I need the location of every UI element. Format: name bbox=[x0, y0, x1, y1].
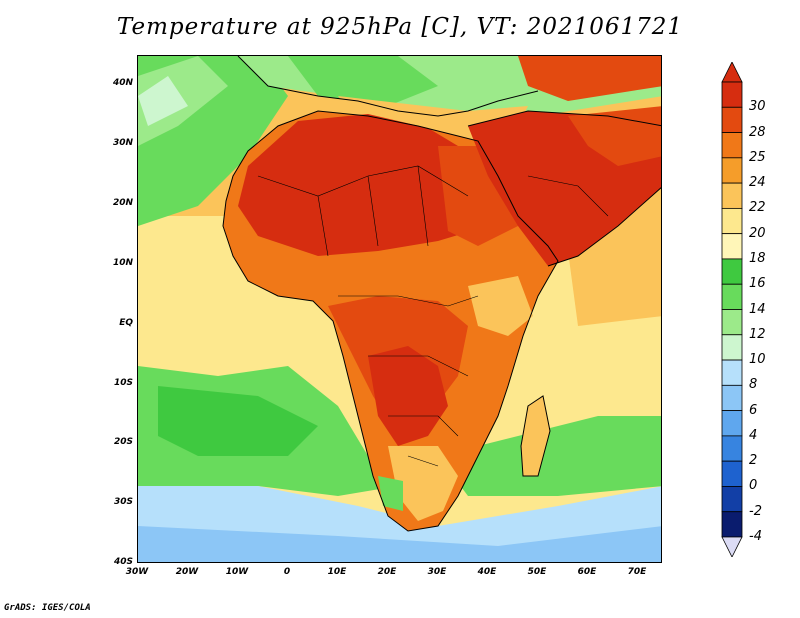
lon-label-70e: 70E bbox=[627, 567, 647, 577]
lon-label-20w: 20W bbox=[175, 567, 199, 577]
lon-label-50e: 50E bbox=[527, 567, 547, 577]
south-africa-cool bbox=[378, 476, 403, 511]
colorbar-swatch bbox=[721, 309, 743, 336]
colorbar-swatch bbox=[721, 207, 743, 235]
lat-label-20n: 20N bbox=[112, 198, 133, 208]
colorbar-label: 20 bbox=[749, 225, 766, 241]
colorbar-swatch bbox=[721, 157, 743, 184]
colorbar-label: 24 bbox=[749, 175, 766, 191]
colorbar-top-arrow bbox=[721, 62, 743, 83]
colorbar-swatch bbox=[721, 486, 743, 513]
colorbar-swatch bbox=[721, 106, 743, 133]
colorbar-bottom-arrow bbox=[721, 536, 743, 557]
indian-ocean-mild bbox=[488, 306, 661, 416]
lon-label-20e: 20E bbox=[377, 567, 397, 577]
middle-east-hot-north bbox=[518, 56, 661, 101]
southern-ocean-colder bbox=[138, 526, 661, 562]
colorbar-label: 14 bbox=[749, 301, 766, 317]
colorbar-swatch bbox=[721, 132, 743, 159]
colorbar-label: -4 bbox=[749, 529, 762, 544]
colorbar-label: 0 bbox=[749, 478, 758, 494]
colorbar bbox=[721, 62, 743, 557]
colorbar-label: 22 bbox=[749, 200, 766, 216]
colorbar-swatch bbox=[721, 182, 743, 209]
lat-label-20s: 20S bbox=[113, 437, 133, 447]
country-borders bbox=[257, 165, 609, 467]
southern-tropics-hot bbox=[368, 346, 448, 446]
temperature-map bbox=[137, 55, 662, 563]
colorbar-label: 25 bbox=[749, 149, 766, 165]
colorbar-swatch bbox=[721, 384, 743, 412]
colorbar-label: 18 bbox=[749, 250, 766, 266]
map-title: Temperature at 925hPa [C], VT: 202106172… bbox=[116, 14, 684, 40]
lon-label-0: 0 bbox=[283, 567, 291, 577]
lat-label-40n: 40N bbox=[112, 78, 133, 88]
colorbar-label: 12 bbox=[749, 326, 766, 342]
colorbar-swatch bbox=[721, 283, 743, 310]
colorbar-swatch bbox=[721, 233, 743, 260]
colorbar-label: 10 bbox=[749, 352, 766, 368]
north-atlantic-colder bbox=[138, 76, 188, 126]
colorbar-label: -2 bbox=[749, 503, 762, 519]
lat-label-10n: 10N bbox=[112, 258, 133, 268]
sudan-hot bbox=[438, 146, 518, 246]
lat-label-30s: 30S bbox=[113, 497, 133, 507]
lon-label-60e: 60E bbox=[577, 567, 597, 577]
map-canvas bbox=[138, 56, 661, 562]
lon-label-40e: 40E bbox=[477, 567, 497, 577]
colorbar-swatch bbox=[721, 258, 743, 285]
colorbar-label: 8 bbox=[749, 377, 758, 393]
colorbar-label: 28 bbox=[749, 124, 766, 140]
lon-label-30w: 30W bbox=[125, 567, 149, 577]
colorbar-label: 30 bbox=[749, 99, 766, 115]
colorbar-label: 4 bbox=[749, 427, 758, 443]
colorbar-swatch bbox=[721, 435, 743, 462]
south-indian-cool bbox=[438, 416, 661, 496]
colorbar-swatch bbox=[721, 511, 743, 538]
lon-label-10w: 10W bbox=[225, 567, 249, 577]
colorbar-label: 2 bbox=[749, 453, 758, 469]
madagascar bbox=[521, 396, 550, 476]
south-africa-warm bbox=[388, 446, 458, 521]
lat-label-eq: EQ bbox=[119, 318, 133, 328]
lat-label-40s: 40S bbox=[113, 557, 133, 567]
madagascar-coastline bbox=[520, 395, 551, 477]
arabia-coastline bbox=[467, 110, 661, 267]
africa-coastline bbox=[222, 110, 559, 532]
grads-credit: GrADS: IGES/COLA bbox=[4, 603, 91, 613]
south-atlantic-band bbox=[158, 386, 318, 456]
colorbar-label: 6 bbox=[749, 402, 758, 418]
lat-label-10s: 10S bbox=[113, 378, 133, 388]
europe-coastline bbox=[237, 56, 539, 117]
sahara-hot-core bbox=[238, 114, 488, 256]
colorbar-swatch bbox=[721, 410, 743, 437]
lat-label-30n: 30N bbox=[112, 138, 133, 148]
lon-label-10e: 10E bbox=[327, 567, 347, 577]
colorbar-swatch bbox=[721, 359, 743, 386]
colorbar-swatch bbox=[721, 81, 743, 108]
colorbar-swatch bbox=[721, 460, 743, 487]
iberia-cool bbox=[288, 56, 438, 106]
lon-label-30e: 30E bbox=[427, 567, 447, 577]
colorbar-label: 16 bbox=[749, 276, 766, 292]
east-africa-warm bbox=[468, 276, 533, 336]
colorbar-swatch bbox=[721, 334, 743, 361]
